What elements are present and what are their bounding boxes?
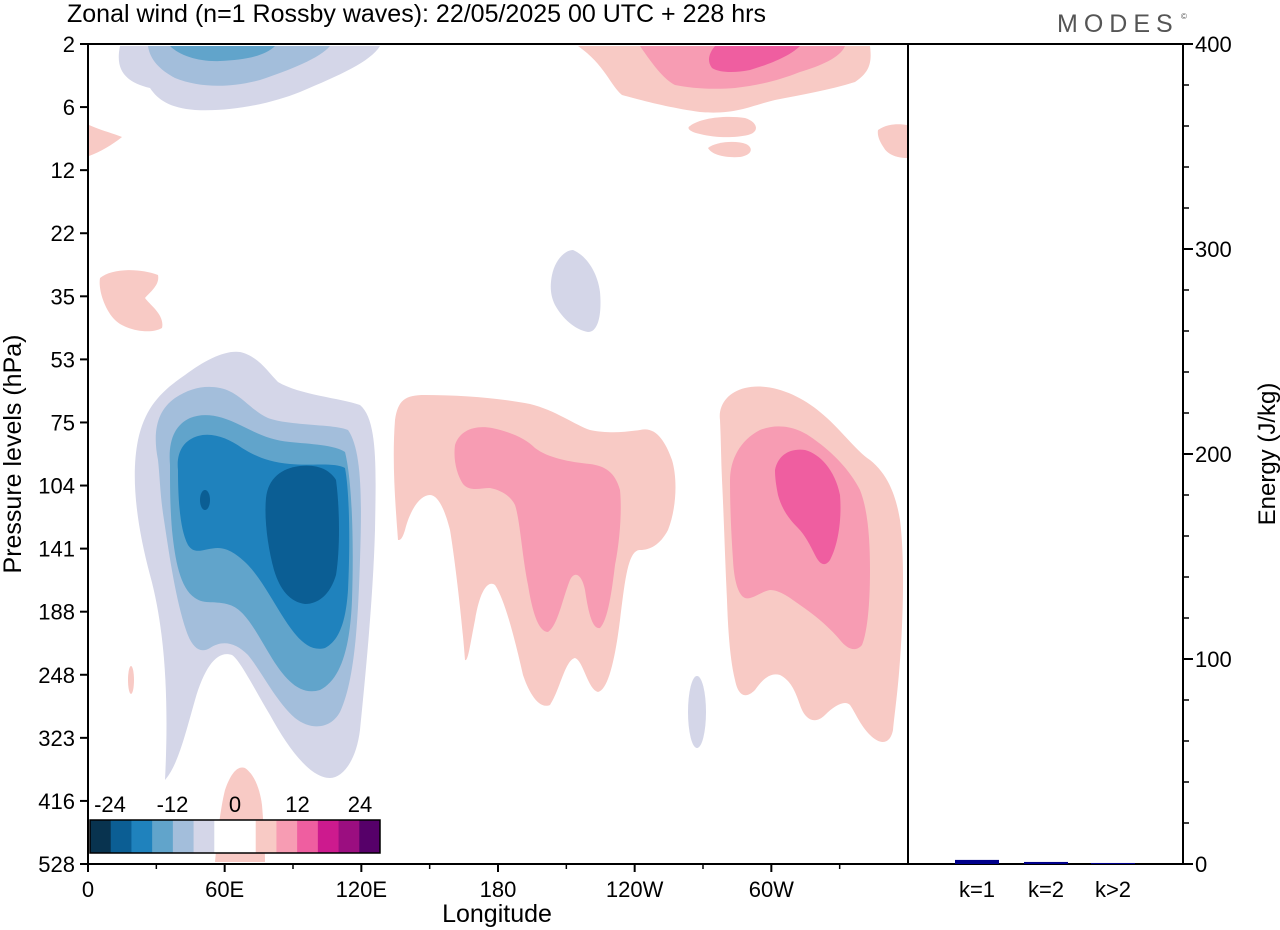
energy-bar [1024,861,1068,864]
colorbar-frame [89,819,381,854]
contour-pos-right-3 [775,449,841,565]
colorbar-swatch [152,820,174,853]
x-axis: 0 60E 120E 180 120W 60W [82,864,841,902]
energy-axis: 0 100 200 300 400 [1183,32,1232,877]
y-tick-label: 416 [38,789,75,814]
contour-pos-small-2 [708,141,751,158]
colorbar-swatch [255,820,277,853]
energy-bar [1091,862,1135,864]
energy-tick-label: 300 [1195,237,1232,262]
energy-tick-label: 200 [1195,442,1232,467]
y-tick-label: 323 [38,726,75,751]
x-tick-label: 60W [749,877,794,902]
contour-pos-tiny [128,666,134,694]
colorbar-swatch [276,820,298,853]
energy-plot-frame [907,43,1184,865]
y-tick-label: 528 [38,852,75,877]
y-axis: 2 6 12 22 35 53 75 104 141 188 248 323 416 528 [38,32,88,877]
colorbar-swatch [90,820,112,853]
y-tick-label: 141 [38,537,75,562]
colorbar-label: 24 [348,792,372,817]
x-axis-label: Longitude [442,900,552,928]
y-tick-label: 2 [63,32,75,57]
contour-pos-mid-left [99,270,163,332]
colorbar-label: -24 [94,792,126,817]
energy-tick-label: 100 [1195,647,1232,672]
y-tick-label: 248 [38,663,75,688]
contour-pos-mid-2 [454,427,621,632]
colorbar-swatch [172,820,195,853]
colorbar-label: -12 [157,792,189,817]
y-tick-label: 6 [63,95,75,120]
contour-neg-main-core [200,490,210,510]
contour-pos-small-1 [688,116,756,138]
colorbar-swatch [297,820,319,853]
colorbar-swatch [214,820,236,853]
x-tick-label: 60E [205,877,244,902]
colorbar-swatch [110,820,132,853]
x-tick-label: 0 [82,877,94,902]
contour-neg-top-3 [170,46,275,62]
colorbar-swatch [359,820,381,853]
y-tick-label: 188 [38,600,75,625]
y-tick-label: 75 [51,410,75,435]
colorbar-label: 0 [229,792,241,817]
contour-pos-top-3 [708,46,800,73]
energy-category-label: k=2 [1028,877,1064,902]
colorbar: -24 -12 0 12 24 [89,792,381,854]
contour-pos-edge-right [877,124,907,158]
colorbar-swatch [131,820,153,853]
energy-bar [955,859,999,864]
y-tick-label: 104 [38,474,75,499]
x-tick-label: 180 [480,877,517,902]
modes-logo: MODES [1057,10,1179,38]
colorbar-swatch [317,820,340,853]
y-tick-label: 35 [51,284,75,309]
y-tick-label: 22 [51,221,75,246]
x-tick-label: 120E [336,877,387,902]
colorbar-swatch [338,820,360,853]
energy-tick-label: 400 [1195,32,1232,57]
energy-category-label: k=1 [959,877,995,902]
colorbar-swatch [193,820,215,853]
energy-axis-label: Energy (J/kg) [1254,383,1280,526]
energy-tick-label: 0 [1195,852,1207,877]
x-tick-label: 120W [606,877,664,902]
colorbar-label: 12 [285,792,309,817]
energy-category-label: k>2 [1095,877,1131,902]
y-tick-label: 53 [51,347,75,372]
y-axis-label: Pressure levels (hPa) [0,335,27,574]
y-tick-label: 12 [51,158,75,183]
chart-title: Zonal wind (n=1 Rossby waves): 22/05/202… [67,0,766,28]
contour-field [89,46,907,862]
contour-neg-blob-1 [550,250,601,332]
modes-logo-mark: © [1181,12,1187,21]
contour-neg-blob-2 [688,676,706,748]
colorbar-swatch [235,820,257,853]
contour-pos-edge-left [89,125,122,156]
contour-neg-main-5 [265,465,339,604]
energy-bars: k=1 k=2 k>2 [955,859,1135,902]
